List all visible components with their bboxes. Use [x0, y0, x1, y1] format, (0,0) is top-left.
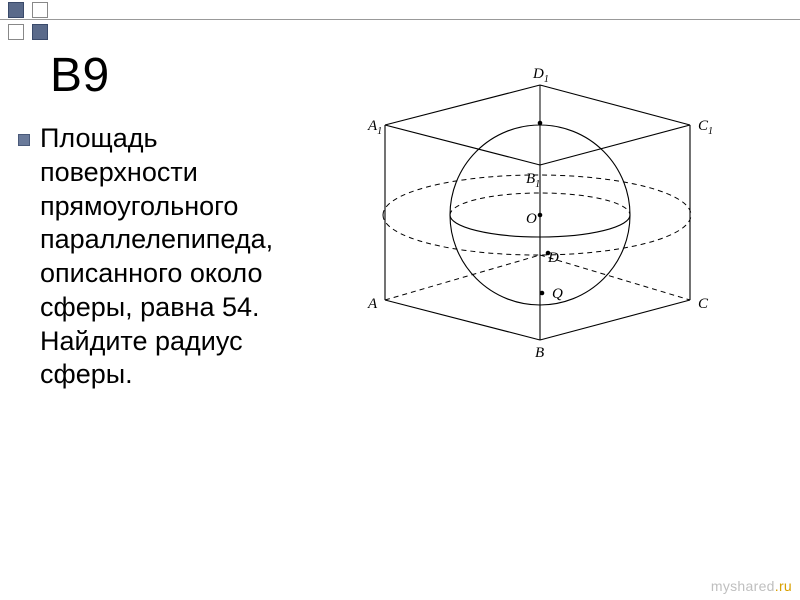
decor-square-4	[32, 24, 48, 40]
watermark-text: myshared	[711, 578, 775, 594]
svg-text:Q: Q	[552, 286, 563, 302]
bullet-icon	[18, 134, 30, 146]
decor-square-2	[32, 2, 48, 18]
decor-square-3	[8, 24, 24, 40]
watermark: myshared.ru	[711, 578, 792, 594]
problem-title: В9	[50, 48, 110, 103]
svg-text:A1: A1	[367, 118, 382, 137]
geometry-diagram: A B C D A1 B1 C1 D1 O Q	[330, 40, 750, 380]
svg-text:D: D	[547, 250, 559, 266]
svg-text:O: O	[526, 211, 537, 227]
svg-text:C: C	[698, 296, 709, 312]
problem-text: Площадь поверхности прямоугольного парал…	[40, 122, 310, 392]
top-divider	[0, 0, 800, 20]
svg-text:A: A	[367, 296, 378, 312]
decor-square-1	[8, 2, 24, 18]
svg-text:B1: B1	[526, 171, 540, 190]
svg-text:C1: C1	[698, 118, 713, 137]
svg-text:B: B	[535, 345, 544, 361]
svg-text:D1: D1	[532, 66, 549, 85]
